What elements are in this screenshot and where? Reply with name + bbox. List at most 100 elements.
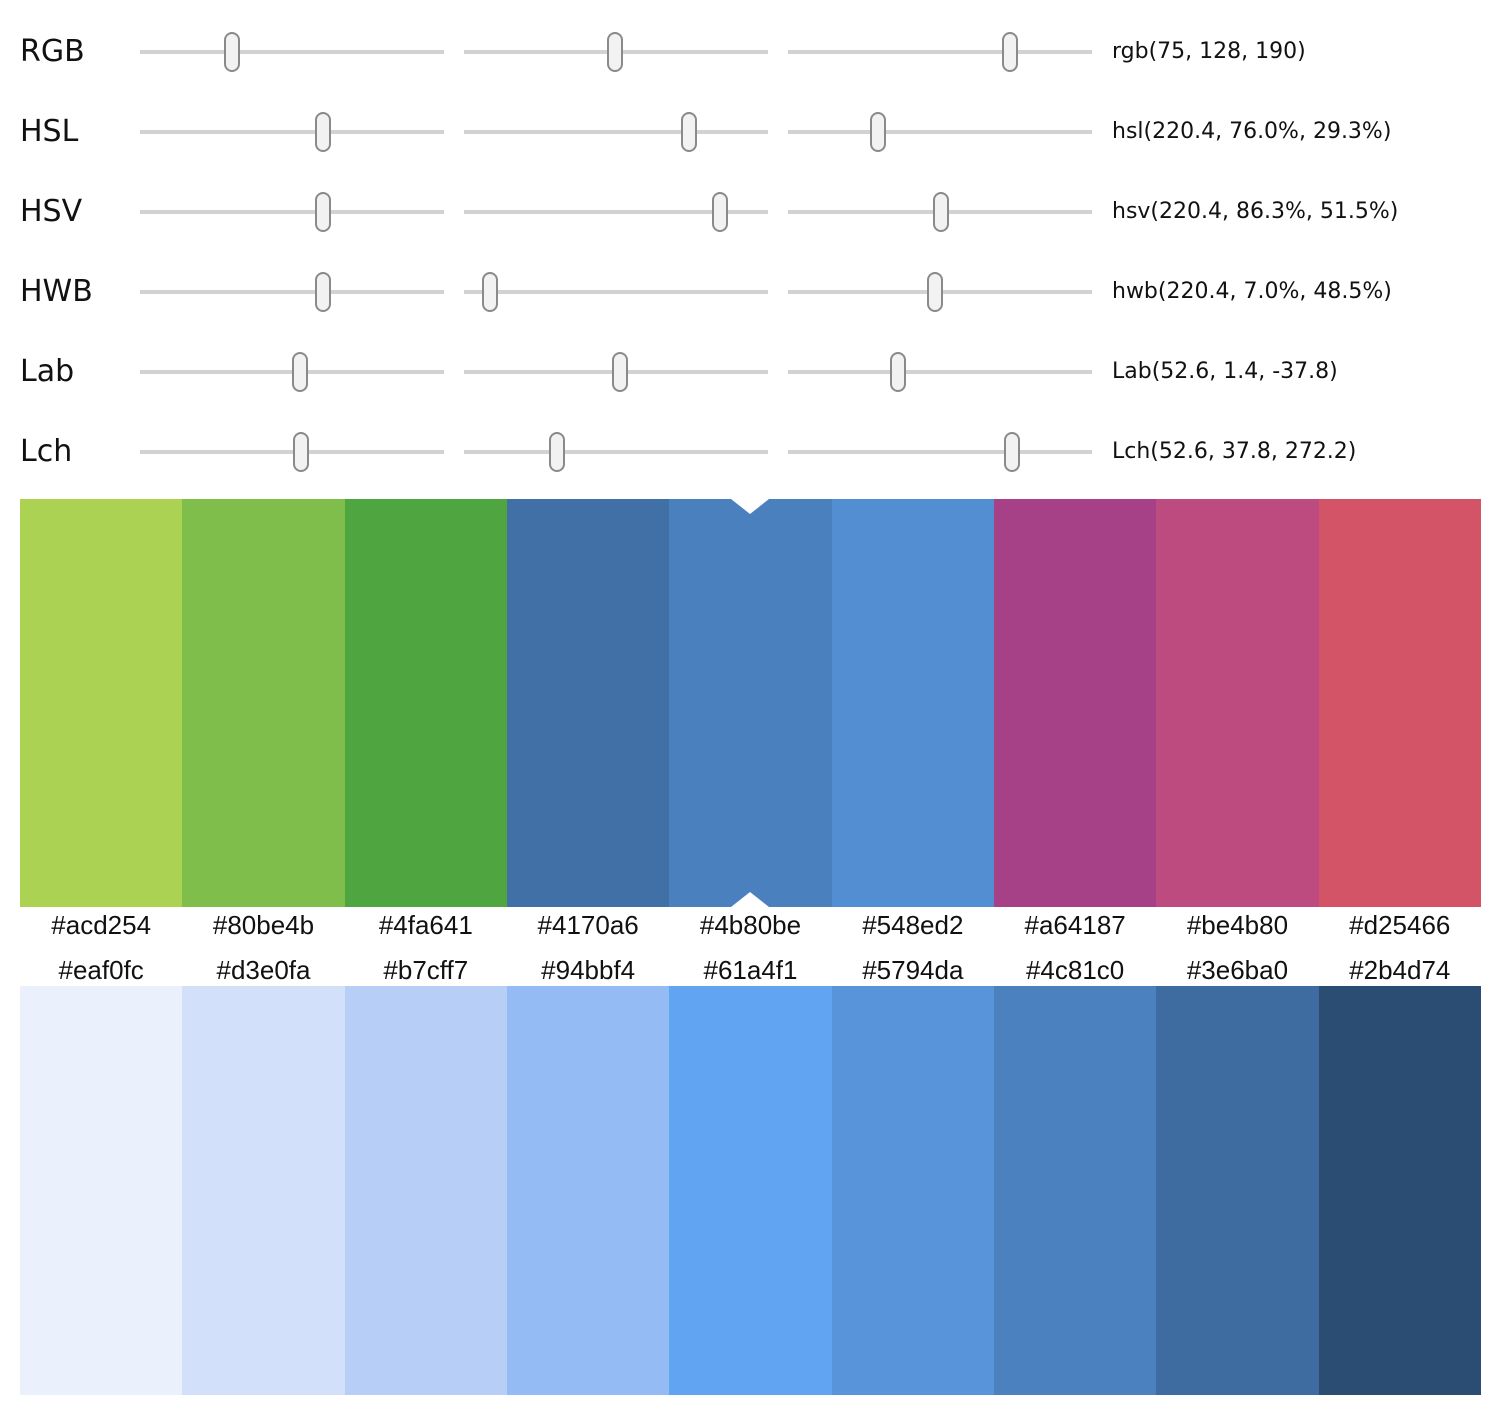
- hsv-slider-handle-3[interactable]: [932, 192, 949, 232]
- lch-slider-handle-2[interactable]: [549, 432, 566, 472]
- top-palette-swatch-1[interactable]: [20, 499, 183, 907]
- hsv-slider-track-line-1: [140, 210, 444, 214]
- hwb-slider-track-line-1: [140, 290, 444, 294]
- slider-row-hsl: HSL hsl(220.4, 76.0%, 29.3%): [0, 92, 1501, 172]
- top-palette-swatch-3[interactable]: [344, 499, 507, 907]
- bottom-palette: [20, 986, 1481, 1395]
- lab-slider-track-1[interactable]: [140, 350, 444, 394]
- hsv-slider-handle-2[interactable]: [711, 192, 728, 232]
- hsl-row-label: HSL: [20, 114, 79, 149]
- lab-value-text: Lab(52.6, 1.4, -37.8): [1112, 358, 1338, 384]
- hsv-slider-track-line-2: [464, 210, 768, 214]
- bottom-palette-hex-label-1: #eaf0fc: [58, 954, 144, 985]
- lab-slider-handle-3[interactable]: [889, 352, 906, 392]
- top-palette-hex-label-3: #4fa641: [378, 909, 473, 940]
- rgb-slider-handle-1[interactable]: [223, 32, 240, 72]
- lch-slider-handle-3[interactable]: [1004, 432, 1021, 472]
- hsl-slider-handle-2[interactable]: [681, 112, 698, 152]
- bottom-palette-hex-label-5: #61a4f1: [703, 954, 798, 985]
- top-palette-hex-label-8: #be4b80: [1186, 909, 1289, 940]
- bottom-palette-swatch-8[interactable]: [1156, 986, 1319, 1395]
- bottom-palette-swatch-6[interactable]: [831, 986, 994, 1395]
- hwb-value-text: hwb(220.4, 7.0%, 48.5%): [1112, 278, 1392, 304]
- lab-slider-track-2[interactable]: [464, 350, 768, 394]
- rgb-value-text: rgb(75, 128, 190): [1112, 38, 1306, 64]
- hwb-slider-handle-1[interactable]: [315, 272, 332, 312]
- rgb-slider-track-line-3: [788, 50, 1092, 54]
- slider-row-hwb: HWB hwb(220.4, 7.0%, 48.5%): [0, 252, 1501, 332]
- hsv-slider-track-1[interactable]: [140, 190, 444, 234]
- bottom-palette-swatch-4[interactable]: [506, 986, 670, 1395]
- slider-row-rgb: RGB rgb(75, 128, 190): [0, 12, 1501, 92]
- top-palette-swatch-6[interactable]: [831, 499, 994, 907]
- hsl-slider-track-3[interactable]: [788, 110, 1092, 154]
- top-palette-swatch-7[interactable]: [993, 499, 1157, 907]
- hsl-slider-track-1[interactable]: [140, 110, 444, 154]
- top-palette-swatch-4[interactable]: [506, 499, 670, 907]
- lab-slider-track-line-3: [788, 370, 1092, 374]
- top-palette-swatch-5[interactable]: [669, 499, 832, 907]
- rgb-slider-track-2[interactable]: [464, 30, 768, 74]
- bottom-palette-hex-label-8: #3e6ba0: [1186, 954, 1289, 985]
- hsv-slider-track-3[interactable]: [788, 190, 1092, 234]
- rgb-slider-track-3[interactable]: [788, 30, 1092, 74]
- lch-slider-track-line-1: [140, 450, 444, 454]
- lch-slider-handle-1[interactable]: [292, 432, 309, 472]
- bottom-palette-swatch-7[interactable]: [993, 986, 1157, 1395]
- top-palette-labels: #acd254 #80be4b #4fa641 #4170a6 #4b80be #548e…: [20, 905, 1481, 945]
- rgb-slider-handle-3[interactable]: [1002, 32, 1019, 72]
- bottom-palette-hex-label-7: #4c81c0: [1025, 954, 1125, 985]
- top-palette-hex-label-5: #4b80be: [699, 909, 802, 940]
- lab-slider-track-3[interactable]: [788, 350, 1092, 394]
- hsv-value-text: hsv(220.4, 86.3%, 51.5%): [1112, 198, 1399, 224]
- bottom-palette-swatch-3[interactable]: [344, 986, 507, 1395]
- lch-slider-track-line-3: [788, 450, 1092, 454]
- top-palette-hex-label-1: #acd254: [51, 909, 152, 940]
- hsl-slider-track-line-2: [464, 130, 768, 134]
- rgb-slider-handle-2[interactable]: [607, 32, 624, 72]
- bottom-palette-swatch-1[interactable]: [20, 986, 183, 1395]
- bottom-palette-swatch-5[interactable]: [669, 986, 832, 1395]
- top-palette-hex-label-2: #80be4b: [212, 909, 315, 940]
- hsl-value-text: hsl(220.4, 76.0%, 29.3%): [1112, 118, 1392, 144]
- top-palette-hex-label-4: #4170a6: [537, 909, 639, 940]
- top-palette-hex-label-9: #d25466: [1349, 909, 1451, 940]
- selection-notch-bottom: [731, 892, 770, 907]
- lch-row-label: Lch: [20, 434, 73, 469]
- bottom-palette-hex-label-9: #2b4d74: [1349, 954, 1451, 985]
- slider-row-lch: Lch Lch(52.6, 37.8, 272.2): [0, 412, 1501, 492]
- top-palette-swatch-9[interactable]: [1318, 499, 1481, 907]
- lab-slider-handle-2[interactable]: [611, 352, 628, 392]
- bottom-palette-swatch-9[interactable]: [1318, 986, 1481, 1395]
- hwb-slider-track-line-2: [464, 290, 768, 294]
- bottom-palette-hex-label-6: #5794da: [862, 954, 964, 985]
- hsv-slider-track-2[interactable]: [464, 190, 768, 234]
- hsl-slider-handle-1[interactable]: [315, 112, 332, 152]
- hsl-slider-track-line-1: [140, 130, 444, 134]
- hsl-slider-handle-3[interactable]: [869, 112, 886, 152]
- selection-notch-top: [731, 499, 770, 514]
- hwb-slider-track-1[interactable]: [140, 270, 444, 314]
- hsv-row-label: HSV: [20, 194, 83, 229]
- rgb-slider-track-1[interactable]: [140, 30, 444, 74]
- bottom-palette-hex-label-2: #d3e0fa: [216, 954, 311, 985]
- hwb-slider-track-3[interactable]: [788, 270, 1092, 314]
- hsl-slider-track-2[interactable]: [464, 110, 768, 154]
- rgb-row-label: RGB: [20, 34, 85, 69]
- rgb-slider-track-line-1: [140, 50, 444, 54]
- bottom-palette-hex-label-3: #b7cff7: [383, 954, 469, 985]
- bottom-palette-swatch-2[interactable]: [182, 986, 345, 1395]
- top-palette-swatch-8[interactable]: [1156, 499, 1319, 907]
- lch-slider-track-line-2: [464, 450, 768, 454]
- lch-slider-track-2[interactable]: [464, 430, 768, 474]
- hsv-slider-handle-1[interactable]: [315, 192, 332, 232]
- lab-slider-handle-1[interactable]: [291, 352, 308, 392]
- lch-slider-track-1[interactable]: [140, 430, 444, 474]
- lch-slider-track-3[interactable]: [788, 430, 1092, 474]
- hwb-slider-handle-2[interactable]: [482, 272, 499, 312]
- hsl-slider-track-line-3: [788, 130, 1092, 134]
- top-palette-swatch-2[interactable]: [182, 499, 345, 907]
- hwb-slider-handle-3[interactable]: [927, 272, 944, 312]
- hwb-slider-track-2[interactable]: [464, 270, 768, 314]
